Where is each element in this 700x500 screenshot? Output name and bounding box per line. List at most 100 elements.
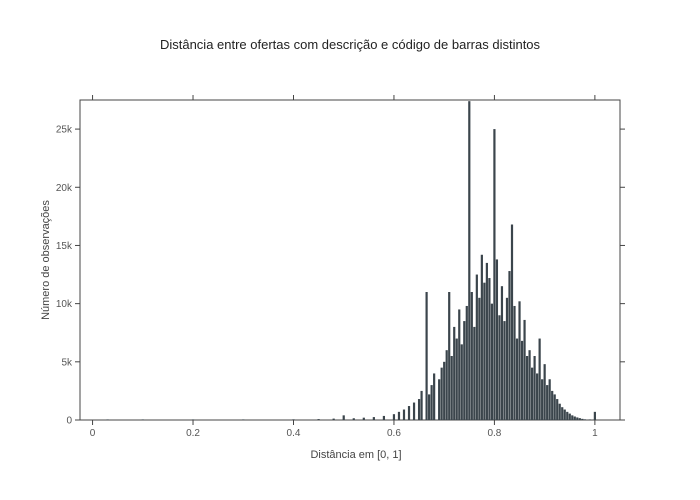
histogram-bar: [581, 418, 584, 420]
histogram-bar: [470, 292, 473, 420]
histogram-bar: [536, 373, 539, 420]
histogram-bar: [525, 356, 529, 420]
histogram-bar: [458, 309, 461, 420]
histogram-bar: [417, 399, 421, 420]
histogram-bar: [372, 417, 375, 420]
x-tick-label: 1: [592, 428, 598, 439]
histogram-bar: [428, 394, 431, 420]
histogram-bar: [412, 402, 416, 420]
histogram-bar: [556, 399, 559, 420]
histogram-bar: [440, 367, 443, 420]
x-axis-ticks: 0 0.2 0.4 0.6 0.8 1: [90, 95, 598, 439]
histogram-bar: [518, 301, 521, 420]
histogram-bar: [541, 379, 544, 420]
histogram-bar: [425, 292, 428, 420]
histogram-bar: [548, 379, 551, 420]
histogram-bar: [488, 278, 491, 420]
histogram-bar: [593, 411, 596, 420]
x-axis-label: Distância em [0, 1]: [310, 449, 402, 461]
x-tick-label: 0.4: [287, 428, 301, 439]
histogram-bar: [433, 373, 436, 420]
histogram-bar: [495, 259, 499, 420]
histogram-bar: [478, 297, 481, 420]
y-tick-label: 0: [66, 416, 72, 427]
histogram-bar: [342, 415, 345, 420]
histogram-bar: [480, 254, 483, 420]
histogram-bar: [483, 282, 486, 420]
histogram-bar: [578, 418, 581, 420]
histogram-bar: [292, 419, 295, 420]
histogram-bar: [332, 418, 335, 420]
histogram-bar: [505, 297, 509, 420]
histogram-bar: [448, 292, 451, 420]
y-tick-label: 25k: [56, 125, 73, 136]
histogram-bar: [500, 286, 504, 420]
histogram-bar: [553, 394, 556, 420]
y-tick-label: 5k: [61, 357, 73, 368]
histogram-bar: [420, 390, 423, 420]
x-tick-label: 0.8: [487, 428, 501, 439]
histogram-bar: [392, 414, 396, 420]
histogram-bar: [475, 274, 478, 420]
histogram-bar: [141, 419, 144, 420]
histogram-bar: [473, 326, 476, 420]
histogram-bar: [443, 361, 446, 420]
histogram-bar: [352, 418, 355, 420]
histogram-bar: [561, 407, 564, 420]
histogram-bar: [445, 350, 448, 420]
histogram-bar: [551, 390, 554, 420]
histogram-bar: [530, 367, 534, 420]
histogram-bar: [453, 326, 456, 420]
histogram-bar: [520, 340, 524, 420]
histogram-bar: [463, 321, 466, 420]
histogram-bar: [397, 411, 401, 420]
histogram-bar: [468, 101, 471, 420]
histogram-bar: [407, 406, 411, 420]
histogram-bar: [508, 271, 511, 420]
x-tick-label: 0.2: [186, 428, 200, 439]
histogram-bar: [533, 356, 536, 420]
histogram-bar: [382, 415, 386, 420]
histogram-bar: [465, 305, 468, 420]
histogram-bar: [450, 356, 453, 420]
histogram-bar: [493, 129, 496, 420]
histogram-bar: [558, 403, 561, 420]
histogram-bar: [362, 417, 365, 420]
histogram-bar: [583, 419, 586, 420]
histogram-bar: [402, 409, 406, 420]
histogram-bar: [573, 416, 576, 420]
histogram-bar: [510, 224, 514, 420]
histogram-bar: [430, 385, 433, 420]
histogram-bar: [513, 305, 516, 420]
histogram-bar: [191, 419, 195, 420]
histogram-bar: [576, 417, 579, 420]
y-axis-ticks: 0 5k 10k 15k 20k 25k: [56, 125, 625, 427]
histogram-bar: [438, 379, 441, 420]
histogram-bar: [455, 338, 458, 420]
y-tick-label: 20k: [56, 183, 73, 194]
histogram-bar: [528, 350, 531, 420]
histogram-bar: [588, 419, 591, 420]
y-tick-label: 15k: [56, 241, 73, 252]
histogram-bar: [515, 338, 519, 420]
histogram-bar: [242, 419, 245, 420]
histogram-bar: [523, 319, 526, 420]
histogram-bar: [106, 419, 109, 420]
bars-group: [106, 101, 596, 420]
histogram-bar: [566, 411, 569, 420]
histogram-bar: [538, 338, 541, 420]
histogram-bar: [571, 415, 574, 420]
histogram-bar: [460, 344, 463, 420]
histogram-bar: [543, 364, 546, 420]
histogram-bar: [503, 321, 506, 420]
histogram-bar: [568, 413, 571, 420]
histogram-bar: [485, 262, 488, 420]
y-tick-label: 10k: [56, 299, 73, 310]
plot-frame: [79, 99, 621, 421]
x-tick-label: 0.6: [387, 428, 401, 439]
histogram-bar: [498, 315, 501, 420]
histogram-bar: [563, 409, 566, 420]
histogram-bar: [490, 303, 494, 420]
x-tick-label: 0: [90, 428, 96, 439]
